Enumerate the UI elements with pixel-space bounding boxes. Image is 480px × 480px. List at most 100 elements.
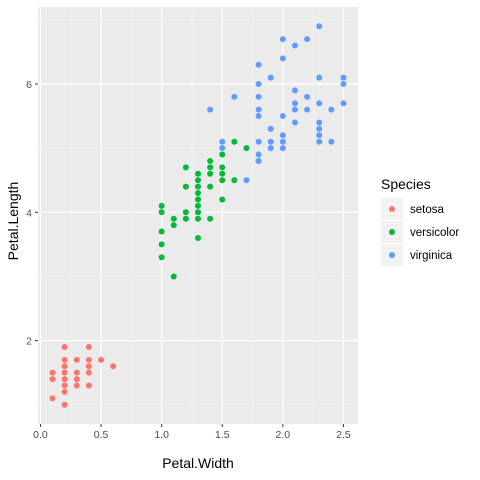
data-point-versicolor: [195, 190, 201, 197]
data-point-virginica: [207, 106, 214, 113]
legend-label-setosa: setosa: [410, 204, 444, 216]
data-points: [49, 23, 347, 408]
data-point-versicolor: [158, 241, 165, 248]
data-point-versicolor: [219, 170, 226, 177]
data-point-versicolor: [170, 273, 177, 280]
data-point-setosa: [73, 356, 80, 363]
data-point-virginica: [316, 125, 323, 132]
data-point-versicolor: [195, 202, 201, 209]
data-point-virginica: [231, 93, 238, 100]
data-point-versicolor: [182, 164, 189, 171]
data-point-versicolor: [158, 228, 165, 235]
legend-title: Species: [381, 176, 431, 192]
data-point-versicolor: [219, 177, 226, 184]
data-point-virginica: [255, 106, 262, 113]
data-point-virginica: [243, 177, 250, 184]
data-point-virginica: [255, 138, 262, 145]
data-point-virginica: [255, 151, 262, 158]
data-point-setosa: [61, 401, 68, 408]
data-point-virginica: [316, 119, 323, 126]
data-point-virginica: [291, 42, 298, 49]
data-point-setosa: [73, 376, 80, 383]
data-point-virginica: [219, 145, 226, 152]
data-point-setosa: [61, 369, 68, 376]
data-point-virginica: [291, 87, 298, 94]
data-point-virginica: [255, 80, 262, 87]
data-point-setosa: [61, 363, 68, 370]
data-point-setosa: [98, 356, 105, 363]
data-point-virginica: [255, 157, 262, 164]
data-point-versicolor: [182, 183, 189, 190]
data-point-virginica: [267, 125, 274, 132]
data-point-virginica: [255, 93, 262, 100]
data-point-virginica: [316, 74, 323, 81]
legend: Species setosa versicolor virginica: [381, 176, 459, 266]
data-point-versicolor: [207, 157, 214, 164]
x-tick-label: 0.0: [33, 429, 48, 441]
x-tick-label: 1.0: [154, 429, 169, 441]
data-point-versicolor: [170, 222, 177, 229]
x-tick-label: 2.5: [336, 429, 351, 441]
data-point-versicolor: [219, 151, 226, 158]
data-point-setosa: [61, 356, 68, 363]
x-axis-ticks: 0.0 0.5 1.0 1.5 2.0 2.5: [33, 424, 351, 441]
data-point-setosa: [61, 376, 68, 383]
data-point-virginica: [291, 119, 298, 126]
data-point-versicolor: [195, 170, 201, 177]
data-point-versicolor: [158, 254, 165, 261]
data-point-virginica: [316, 132, 323, 139]
data-point-versicolor: [231, 138, 238, 145]
data-point-versicolor: [195, 196, 201, 203]
data-point-virginica: [340, 80, 347, 87]
data-point-versicolor: [195, 183, 201, 190]
legend-swatch-versicolor: [389, 229, 395, 235]
data-point-versicolor: [207, 164, 214, 171]
data-point-virginica: [316, 23, 323, 30]
data-point-virginica: [279, 55, 286, 62]
data-point-virginica: [255, 61, 262, 68]
data-point-versicolor: [182, 215, 189, 222]
data-point-setosa: [85, 369, 92, 376]
data-point-virginica: [316, 138, 323, 145]
data-point-setosa: [73, 382, 80, 389]
y-tick-label: 4: [26, 207, 32, 219]
data-point-setosa: [85, 363, 92, 370]
data-point-versicolor: [195, 215, 201, 222]
y-axis-ticks: 2 4 6: [26, 79, 38, 348]
data-point-versicolor: [207, 170, 214, 177]
x-tick-label: 0.5: [94, 429, 109, 441]
data-point-virginica: [328, 138, 335, 145]
data-point-setosa: [110, 363, 117, 370]
y-tick-label: 2: [26, 336, 32, 348]
data-point-versicolor: [195, 177, 201, 184]
data-point-virginica: [267, 145, 274, 152]
data-point-setosa: [61, 388, 68, 395]
data-point-virginica: [340, 74, 347, 81]
data-point-versicolor: [158, 209, 165, 216]
data-point-versicolor: [158, 202, 165, 209]
data-point-virginica: [291, 100, 298, 107]
data-point-virginica: [267, 138, 274, 145]
x-tick-label: 2.0: [276, 429, 291, 441]
data-point-virginica: [279, 138, 286, 145]
data-point-setosa: [73, 369, 80, 376]
data-point-virginica: [328, 106, 335, 113]
legend-swatch-virginica: [389, 252, 395, 258]
data-point-setosa: [85, 344, 92, 351]
data-point-setosa: [49, 395, 56, 402]
data-point-virginica: [304, 36, 311, 43]
data-point-virginica: [219, 138, 226, 145]
data-point-virginica: [279, 145, 286, 152]
data-point-virginica: [304, 93, 311, 100]
data-point-virginica: [255, 113, 262, 120]
data-point-virginica: [291, 106, 298, 113]
data-point-versicolor: [170, 215, 177, 222]
data-point-setosa: [61, 344, 68, 351]
data-point-setosa: [85, 356, 92, 363]
data-point-virginica: [304, 106, 311, 113]
data-point-virginica: [267, 74, 274, 81]
data-point-versicolor: [182, 209, 189, 216]
data-point-versicolor: [219, 164, 226, 171]
data-point-virginica: [279, 113, 286, 120]
